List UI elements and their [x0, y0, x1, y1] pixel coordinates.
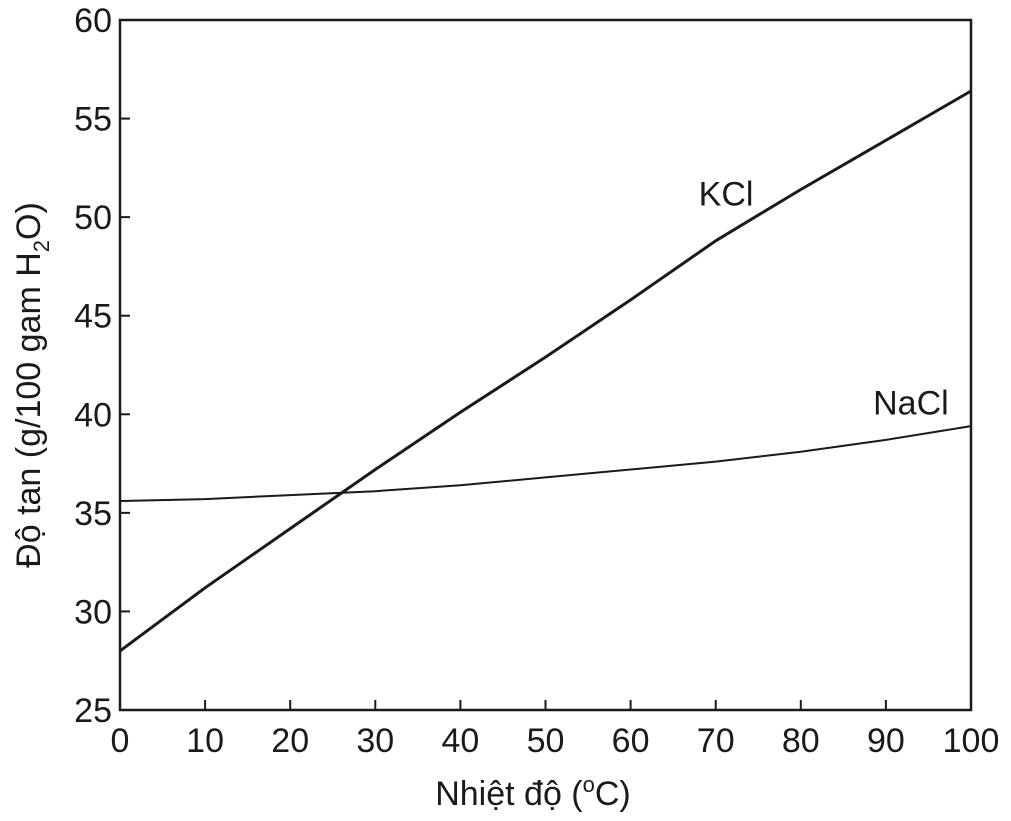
x-tick-label: 50 [527, 722, 565, 760]
x-tick-label: 70 [697, 722, 735, 760]
y-tick-label: 60 [74, 2, 112, 40]
x-axis-label: Nhiệt độ (oC) [435, 772, 631, 813]
y-tick-label: 45 [74, 298, 112, 336]
series-labels: KCl NaCl [699, 175, 949, 422]
y-axis-label: Độ tan (g/100 gam H2O) [10, 202, 54, 568]
x-tick-label: 10 [186, 722, 224, 760]
series-label-kcl: KCl [699, 175, 754, 213]
x-tick-label: 40 [441, 722, 479, 760]
y-tick-label: 35 [74, 495, 112, 533]
series-line-kcl [119, 89, 972, 653]
series-label-nacl: NaCl [873, 384, 949, 422]
x-tick-label: 90 [867, 722, 905, 760]
y-tick-label: 25 [74, 692, 112, 730]
plot-frame [118, 18, 973, 712]
x-tick-label: 20 [271, 722, 309, 760]
y-tick-label: 40 [74, 396, 112, 434]
y-tick-label: 50 [74, 199, 112, 237]
x-tick-label: 60 [612, 722, 650, 760]
y-tick-label: 55 [74, 101, 112, 139]
x-tick-label: 30 [356, 722, 394, 760]
y-axis-ticks: 25 30 35 40 45 50 55 60 [74, 2, 130, 730]
x-tick-label: 100 [943, 722, 1000, 760]
y-tick-label: 30 [74, 593, 112, 631]
x-axis-ticks: 0 10 20 30 40 50 60 70 80 90 100 [111, 700, 1000, 760]
series-line-nacl [119, 425, 972, 502]
x-tick-label: 0 [111, 722, 130, 760]
series-lines [119, 89, 972, 653]
x-tick-label: 80 [782, 722, 820, 760]
